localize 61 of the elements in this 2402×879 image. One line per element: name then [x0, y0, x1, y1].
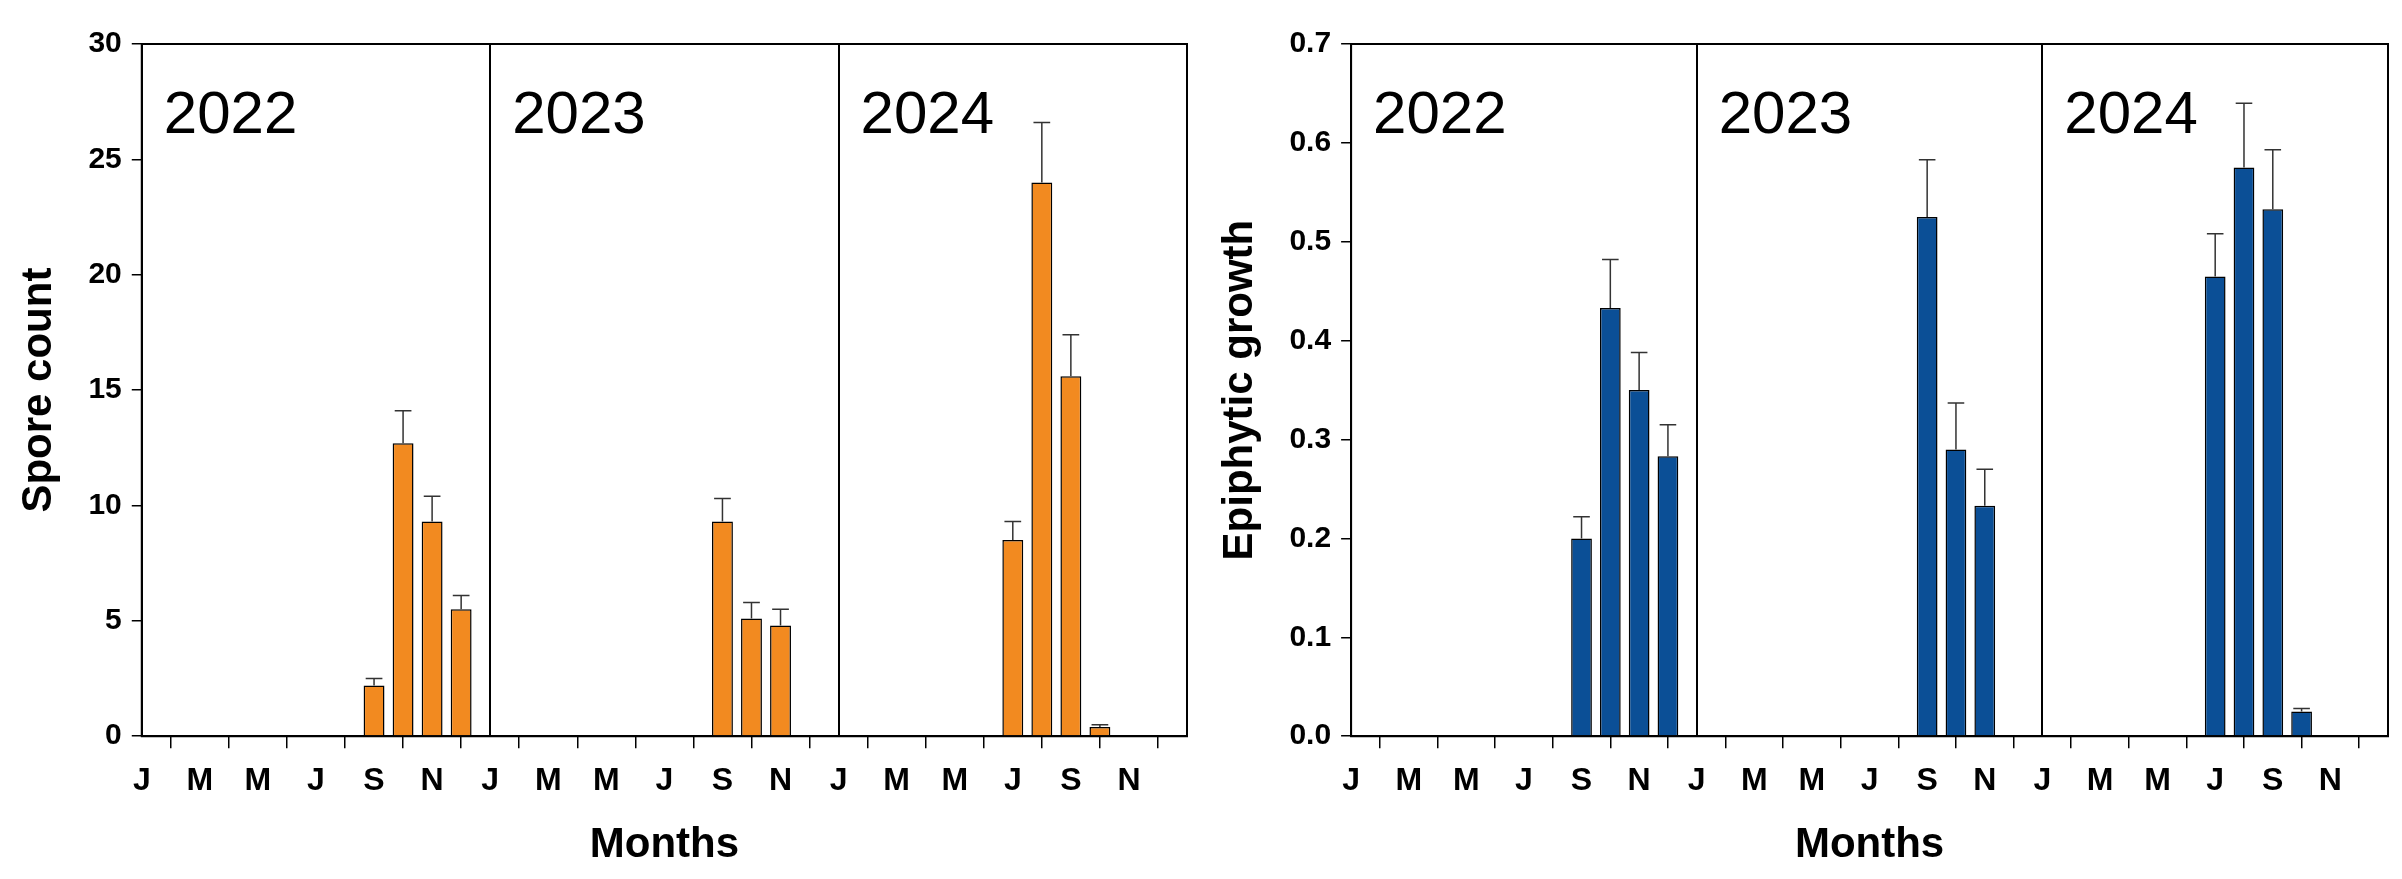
y-axis-title: Epiphytic growth	[1213, 219, 1261, 561]
y-tick-label: 0.6	[1289, 124, 1332, 158]
y-tick-label: 0.2	[1289, 519, 1332, 553]
x-tick-label: J	[1003, 761, 1022, 798]
y-tick-label: 0.7	[1289, 25, 1332, 59]
y-tick-label: 20	[88, 256, 122, 289]
x-tick-label: J	[481, 761, 500, 798]
x-tick-label: M	[534, 761, 562, 798]
x-tick-label: N	[1973, 761, 1997, 798]
x-tick-label: S	[363, 761, 385, 798]
x-tick-label: J	[307, 761, 325, 798]
x-tick-label: J	[132, 761, 151, 798]
y-tick-label: 10	[88, 486, 122, 520]
x-tick-label: M	[186, 761, 214, 798]
x-tick-label: M	[2086, 761, 2114, 798]
x-tick-label: S	[711, 761, 734, 798]
x-tick-label: J	[1687, 761, 1706, 798]
x-tick-label: N	[768, 761, 793, 798]
x-tick-label: M	[883, 761, 910, 798]
x-tick-label: M	[1798, 761, 1826, 798]
x-tick-label: M	[244, 761, 272, 798]
annotation: 2023	[512, 78, 646, 146]
x-tick-label: N	[2318, 761, 2342, 798]
y-tick-label: 5	[105, 602, 122, 636]
y-tick-label: 0.1	[1289, 618, 1332, 652]
y-tick-label: 0.4	[1289, 321, 1332, 355]
annotation: 2022	[163, 78, 298, 146]
y-axis-title: Spore count	[12, 267, 60, 513]
y-tick-label: 0.0	[1289, 717, 1332, 751]
y-tick-label: 0.5	[1289, 223, 1332, 257]
x-tick-label: N	[420, 761, 444, 798]
y-tick-label: 0.3	[1289, 420, 1332, 454]
x-tick-label: J	[2033, 761, 2052, 798]
x-tick-label: S	[2262, 761, 2284, 798]
annotation: 2023	[1718, 78, 1853, 146]
y-tick-label: 15	[88, 371, 122, 405]
x-tick-label: J	[1515, 761, 1533, 798]
x-tick-label: M	[2144, 761, 2171, 798]
x-tick-label: S	[1060, 761, 1082, 798]
x-tick-label: S	[1916, 761, 1938, 798]
x-tick-label: J	[2206, 761, 2225, 798]
annotation: 2022	[1373, 78, 1507, 146]
x-tick-label: J	[829, 761, 848, 798]
annotation: 2024	[2064, 78, 2198, 146]
y-tick-label: 25	[88, 140, 122, 174]
x-tick-label: M	[1395, 761, 1423, 798]
x-tick-label: M	[592, 761, 620, 798]
x-tick-label: J	[1342, 761, 1360, 798]
x-tick-label: M	[941, 761, 969, 798]
x-tick-label: M	[1741, 761, 1768, 798]
x-tick-label: N	[1117, 761, 1141, 798]
x-axis-title: Months	[1794, 819, 1945, 867]
x-tick-label: N	[1627, 761, 1651, 798]
annotation: 2024	[860, 78, 995, 146]
x-axis-title: Months	[589, 819, 740, 867]
x-tick-label: S	[1570, 761, 1593, 798]
x-tick-label: J	[655, 761, 674, 798]
x-tick-label: M	[1452, 761, 1480, 798]
y-tick-label: 30	[88, 25, 122, 59]
x-tick-label: J	[1860, 761, 1879, 798]
y-tick-label: 0	[105, 717, 122, 751]
